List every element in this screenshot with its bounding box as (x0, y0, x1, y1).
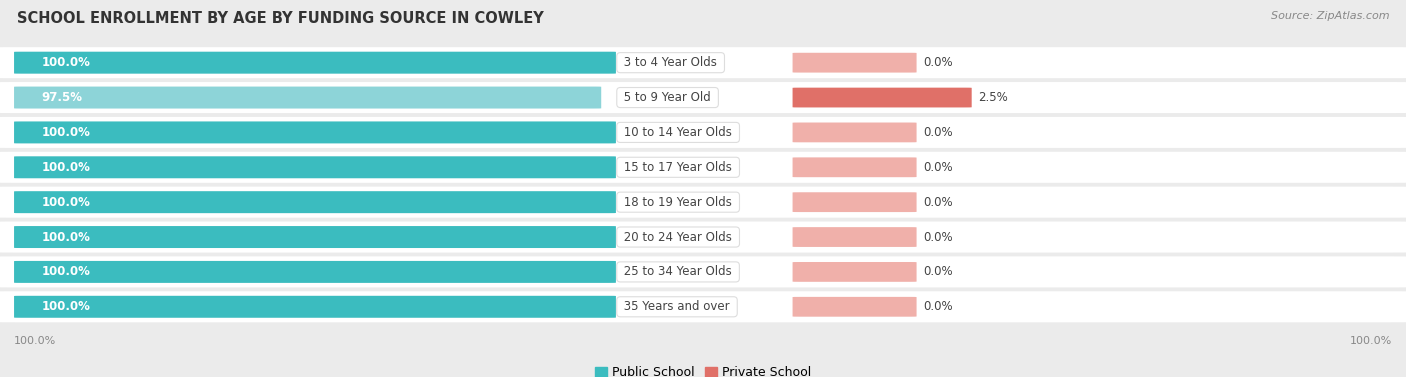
Text: Source: ZipAtlas.com: Source: ZipAtlas.com (1271, 11, 1389, 21)
FancyBboxPatch shape (0, 222, 1406, 253)
FancyBboxPatch shape (793, 123, 917, 143)
Text: 100.0%: 100.0% (1350, 336, 1392, 346)
FancyBboxPatch shape (14, 261, 616, 283)
FancyBboxPatch shape (14, 87, 602, 109)
FancyBboxPatch shape (0, 187, 1406, 218)
FancyBboxPatch shape (14, 226, 616, 248)
FancyBboxPatch shape (0, 256, 1406, 287)
Text: 0.0%: 0.0% (924, 56, 953, 69)
FancyBboxPatch shape (793, 87, 972, 107)
Text: 10 to 14 Year Olds: 10 to 14 Year Olds (620, 126, 735, 139)
Text: 25 to 34 Year Olds: 25 to 34 Year Olds (620, 265, 735, 278)
FancyBboxPatch shape (793, 297, 917, 317)
Text: 100.0%: 100.0% (42, 56, 90, 69)
FancyBboxPatch shape (793, 262, 917, 282)
FancyBboxPatch shape (0, 152, 1406, 183)
Legend: Public School, Private School: Public School, Private School (595, 366, 811, 377)
Text: 20 to 24 Year Olds: 20 to 24 Year Olds (620, 231, 735, 244)
Text: 0.0%: 0.0% (924, 300, 953, 313)
FancyBboxPatch shape (14, 121, 616, 143)
FancyBboxPatch shape (793, 53, 917, 73)
FancyBboxPatch shape (14, 156, 616, 178)
Text: 0.0%: 0.0% (924, 265, 953, 278)
FancyBboxPatch shape (14, 296, 616, 318)
FancyBboxPatch shape (793, 157, 917, 177)
FancyBboxPatch shape (0, 82, 1406, 113)
Text: 3 to 4 Year Olds: 3 to 4 Year Olds (620, 56, 721, 69)
Text: 0.0%: 0.0% (924, 126, 953, 139)
Text: 0.0%: 0.0% (924, 231, 953, 244)
FancyBboxPatch shape (0, 47, 1406, 78)
Text: 0.0%: 0.0% (924, 161, 953, 174)
Text: 18 to 19 Year Olds: 18 to 19 Year Olds (620, 196, 735, 208)
FancyBboxPatch shape (0, 291, 1406, 322)
Text: 100.0%: 100.0% (42, 196, 90, 208)
FancyBboxPatch shape (793, 192, 917, 212)
Text: 5 to 9 Year Old: 5 to 9 Year Old (620, 91, 714, 104)
Text: 0.0%: 0.0% (924, 196, 953, 208)
FancyBboxPatch shape (14, 191, 616, 213)
Text: 100.0%: 100.0% (42, 231, 90, 244)
Text: 35 Years and over: 35 Years and over (620, 300, 734, 313)
Text: 100.0%: 100.0% (42, 300, 90, 313)
Text: 100.0%: 100.0% (42, 265, 90, 278)
Text: 100.0%: 100.0% (42, 161, 90, 174)
FancyBboxPatch shape (0, 117, 1406, 148)
Text: 100.0%: 100.0% (14, 336, 56, 346)
Text: 100.0%: 100.0% (42, 126, 90, 139)
FancyBboxPatch shape (793, 227, 917, 247)
Text: 2.5%: 2.5% (979, 91, 1008, 104)
Text: 15 to 17 Year Olds: 15 to 17 Year Olds (620, 161, 735, 174)
Text: 97.5%: 97.5% (42, 91, 83, 104)
FancyBboxPatch shape (14, 52, 616, 74)
Text: SCHOOL ENROLLMENT BY AGE BY FUNDING SOURCE IN COWLEY: SCHOOL ENROLLMENT BY AGE BY FUNDING SOUR… (17, 11, 544, 26)
